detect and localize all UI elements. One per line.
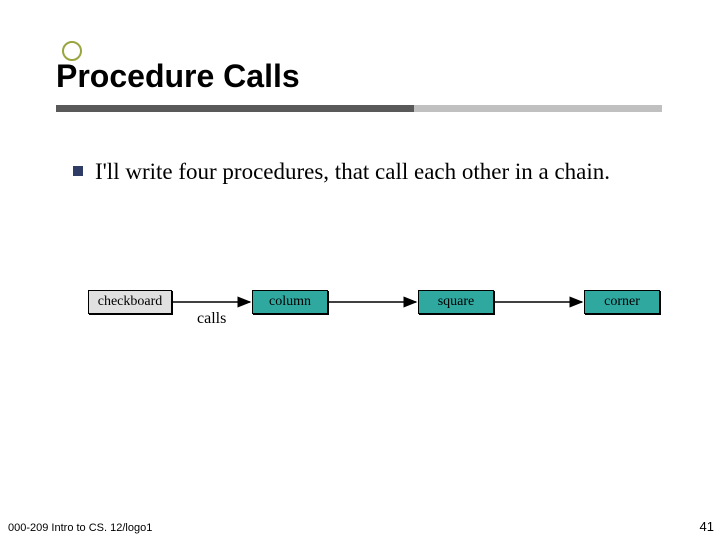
node-square: square: [418, 290, 494, 314]
node-column: column: [252, 290, 328, 314]
title-underline-dark: [56, 105, 414, 112]
slide-title: Procedure Calls: [56, 58, 666, 95]
slide-title-text: Procedure Calls: [56, 58, 300, 94]
node-checkboard: checkboard: [88, 290, 172, 314]
bullet-text: I'll write four procedures, that call ea…: [95, 158, 670, 187]
title-underline-light: [414, 105, 662, 112]
footer-left: 000-209 Intro to CS. 12/logo1: [8, 522, 152, 534]
square-bullet-icon: [73, 166, 83, 176]
bullet-item: I'll write four procedures, that call ea…: [95, 158, 670, 187]
calls-label: calls: [197, 310, 226, 328]
node-corner: corner: [584, 290, 660, 314]
slide-number: 41: [700, 519, 714, 534]
procedure-chain-diagram: checkboard column square corner calls: [88, 290, 688, 350]
